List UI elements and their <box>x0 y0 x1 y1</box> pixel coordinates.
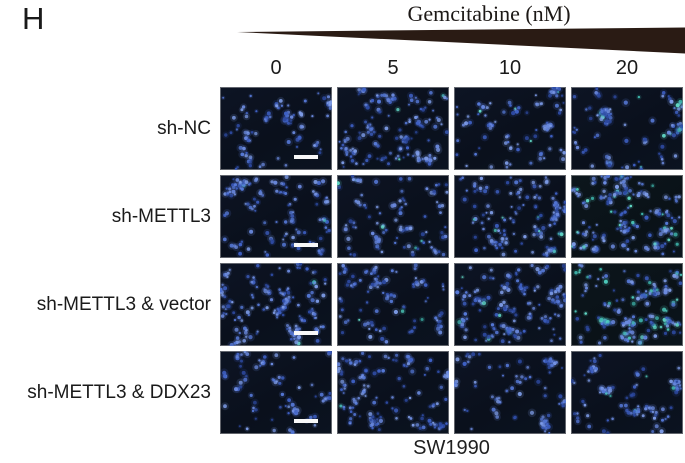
row-label-sh-mettl3-vector: sh-METTL3 & vector <box>36 293 211 315</box>
micrograph-sh-mettl3-ddx23-dose-10 <box>454 351 566 434</box>
micrograph-sh-nc-dose-5 <box>337 87 449 170</box>
dose-labels: 0 5 10 20 <box>220 57 683 80</box>
row-label-sh-nc: sh-NC <box>157 117 211 139</box>
micrograph-sh-mettl3-dose-10 <box>454 175 566 258</box>
scale-bar <box>294 331 318 335</box>
dose-label-10: 10 <box>498 57 522 79</box>
concentration-gradient-wedge-icon <box>237 27 685 54</box>
micrograph-sh-mettl3-dose-5 <box>337 175 449 258</box>
micrograph-sh-mettl3-vector-dose-0 <box>220 263 332 346</box>
micrograph-sh-mettl3-dose-0 <box>220 175 332 258</box>
micrograph-sh-mettl3-ddx23-dose-20 <box>571 351 683 434</box>
row-label-sh-mettl3-ddx23: sh-METTL3 & DDX23 <box>27 381 211 403</box>
micrograph-sh-nc-dose-20 <box>571 87 683 170</box>
micrograph-sh-mettl3-ddx23-dose-0 <box>220 351 332 434</box>
scale-bar <box>294 155 318 159</box>
dose-label-0: 0 <box>270 57 282 79</box>
micrograph-sh-mettl3-vector-dose-10 <box>454 263 566 346</box>
scale-bar <box>294 243 318 247</box>
dose-label-20: 20 <box>615 57 639 79</box>
dose-label-5: 5 <box>387 57 399 79</box>
drug-title: Gemcitabine (nM) <box>407 1 571 26</box>
panel-letter: H <box>22 1 45 36</box>
cell-line-label: SW1990 <box>413 437 490 459</box>
row-labels: sh-NC sh-METTL3 sh-METTL3 & vector sh-ME… <box>0 87 215 434</box>
micrograph-sh-nc-dose-0 <box>220 87 332 170</box>
micrograph-grid <box>220 87 683 434</box>
micrograph-sh-mettl3-vector-dose-5 <box>337 263 449 346</box>
row-label-sh-mettl3: sh-METTL3 <box>111 205 211 227</box>
micrograph-sh-mettl3-ddx23-dose-5 <box>337 351 449 434</box>
micrograph-sh-nc-dose-10 <box>454 87 566 170</box>
scale-bar <box>294 419 318 423</box>
micrograph-sh-mettl3-dose-20 <box>571 175 683 258</box>
micrograph-sh-mettl3-vector-dose-20 <box>571 263 683 346</box>
